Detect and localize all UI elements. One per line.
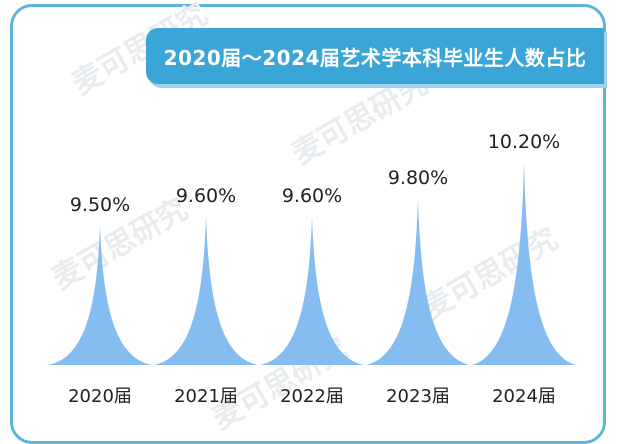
data-label-1: 9.50% — [70, 194, 130, 216]
data-label-2: 9.60% — [176, 185, 236, 207]
watermark-4: 麦可思研究 — [417, 222, 564, 327]
chart-title-banner: 2020届～2024届艺术学本科毕业生人数占比 — [146, 28, 604, 84]
peak-bar-5 — [472, 162, 576, 365]
chart-marks: 9.50% 2020届 9.60% 2021届 9.60% 2022届 9.80% 2023届… — [48, 131, 576, 407]
data-label-3: 9.60% — [282, 185, 342, 207]
peak-bar-4 — [366, 198, 470, 365]
x-tick-label-4: 2023届 — [386, 386, 450, 407]
chart-canvas: 麦可思研究 麦可思研究 麦可思研究 麦可思研究 麦可思研究 9.50%2020届… — [47, 0, 576, 431]
peak-bar-2 — [154, 216, 258, 365]
peak-bar-3 — [260, 216, 364, 365]
x-tick-label-5: 2024届 — [492, 386, 556, 407]
data-label-4: 9.80% — [388, 167, 448, 189]
chart-title: 2020届～2024届艺术学本科毕业生人数占比 — [163, 45, 587, 70]
x-tick-label-1: 2020届 — [68, 386, 132, 407]
x-tick-label-3: 2022届 — [280, 386, 344, 407]
peak-bar-1 — [48, 225, 152, 365]
data-label-5: 10.20% — [488, 131, 560, 153]
x-tick-label-2: 2021届 — [174, 386, 238, 407]
